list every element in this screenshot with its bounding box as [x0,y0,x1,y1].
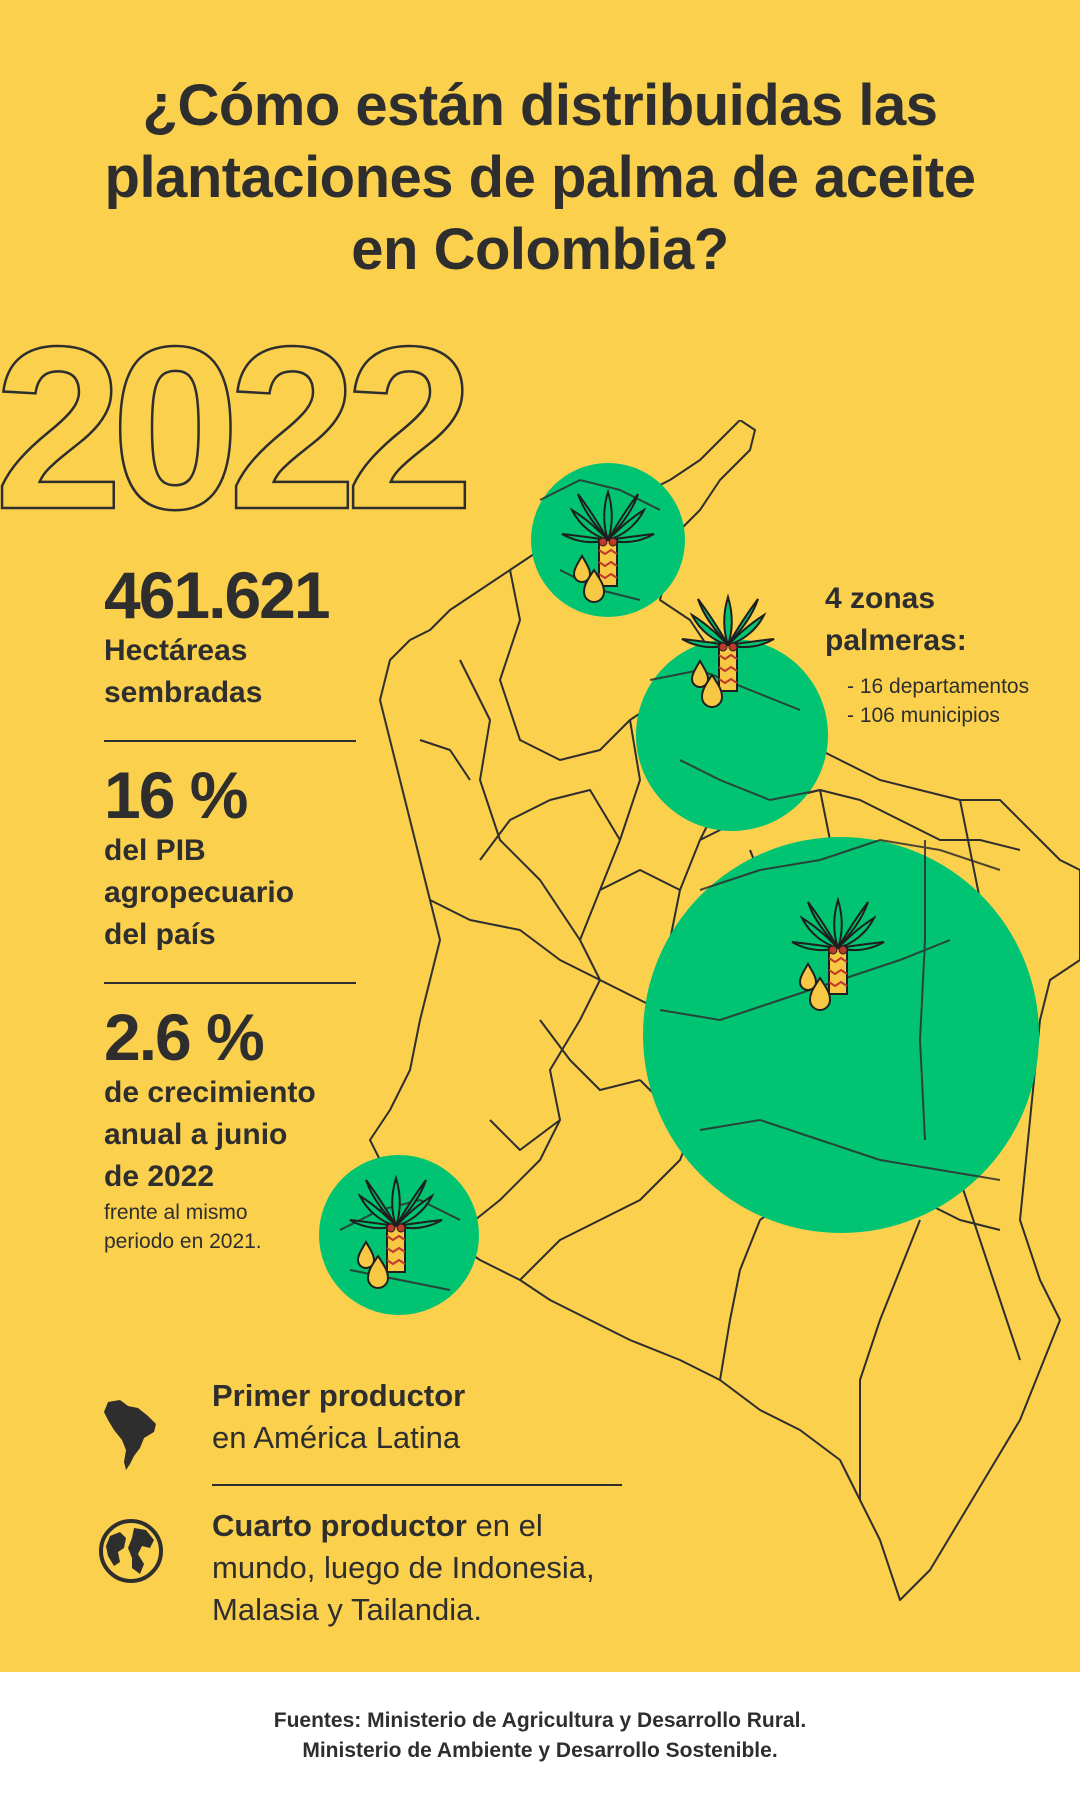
stat-growth-label-3: de 2022 [104,1160,215,1193]
stat-hectares-value: 461.621 [104,558,331,632]
zones-item: - 106 municipios [847,704,1000,727]
zones-heading-1: 4 zonas [825,582,936,615]
fourth-producer-text-3: Malasia y Tailandia. [212,1592,482,1627]
stat-pib-value: 16 % [104,758,248,832]
sources-footer: Fuentes: Ministerio de Agricultura y Des… [0,1672,1080,1795]
globe-icon [99,1519,163,1583]
fourth-producer-text-1: en el [466,1508,543,1543]
palm-tree-icon [791,896,885,995]
first-producer-text: en América Latina [212,1420,461,1455]
zones-item: - 16 departamentos [847,675,1030,698]
year-text: 2022 [0,318,465,528]
zone-circle-central [636,639,828,831]
divider [212,1484,622,1486]
stat-growth-label-2: anual a junio [104,1118,288,1151]
first-producer: Primer productor en América Latina [212,1375,672,1459]
year-outline: 2022 [0,318,478,528]
zones-heading-2: palmeras: [825,624,967,657]
zones-panel: 4 zonas palmeras: - 16 departamentos - 1… [825,578,1055,730]
oil-drop-icon [572,554,606,603]
title-line-2: plantaciones de palma de aceite [104,145,976,210]
fourth-producer: Cuarto productor en el mundo, luego de I… [212,1505,672,1631]
stats-panel: 461.621 Hectáreas sembradas 16 % del PIB… [104,560,364,1256]
stat-growth-note-1: frente al mismo [104,1201,248,1224]
divider [104,982,356,984]
colombia-map [319,420,1080,1601]
sources-line-1: Fuentes: Ministerio de Agricultura y Des… [273,1709,807,1732]
stat-pib-label-3: del país [104,918,216,951]
stat-pib-label-2: agropecuario [104,876,295,909]
first-producer-title: Primer productor [212,1378,466,1413]
sources-line-2: Ministerio de Ambiente y Desarrollo Sost… [302,1739,778,1762]
oil-drop-icon [690,659,724,708]
stat-hectares-label-1: Hectáreas [104,634,248,667]
palm-tree-icon [561,488,655,587]
south-america-icon [104,1400,156,1470]
fourth-producer-text-2: mundo, luego de Indonesia, [212,1550,595,1585]
zone-circle-east [643,837,1039,1233]
oil-drop-icon [798,962,832,1011]
stat-pib-label-1: del PIB [104,834,206,867]
title-line-3: en Colombia? [351,217,729,282]
oil-drop-icon [356,1240,390,1289]
divider [104,740,356,742]
stat-growth-label-1: de crecimiento [104,1076,316,1109]
stat-growth-note-2: periodo en 2021. [104,1230,262,1253]
palm-tree-icon [349,1174,443,1273]
title-line-1: ¿Cómo están distribuidas las [142,73,938,138]
palm-tree-icon [681,593,775,692]
stat-hectares-label-2: sembradas [104,676,263,709]
stat-growth-value: 2.6 % [104,1000,265,1074]
page-title: ¿Cómo están distribuidas las plantacione… [40,70,1040,286]
fourth-producer-title: Cuarto productor [212,1508,467,1543]
